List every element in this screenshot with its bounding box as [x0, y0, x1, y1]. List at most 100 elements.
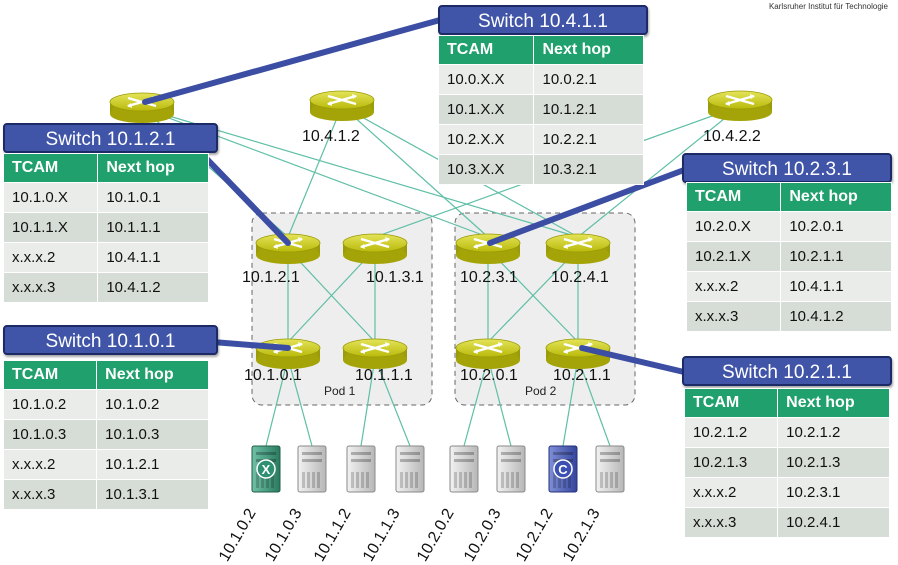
network-link [287, 248, 376, 343]
server-icon [449, 445, 479, 493]
router-icon [342, 233, 408, 264]
table-row: 10.2.1.X 10.2.1.1 [687, 242, 891, 271]
host-link [360, 357, 376, 447]
host-link [374, 357, 411, 447]
table-cell: x.x.x.2 [685, 478, 778, 507]
table-cell: 10.2.1.3 [685, 448, 778, 477]
switch-10-2-1-1-title: Switch 10.2.1.1 [682, 356, 892, 386]
table-cell: 10.2.2.1 [534, 125, 643, 154]
server-icon [395, 445, 425, 493]
table-cell: 10.1.0.2 [97, 390, 208, 419]
table-cell: 10.3.X.X [439, 155, 534, 184]
table-row: x.x.x.3 10.4.1.2 [687, 302, 891, 331]
host-badge-label: C [558, 462, 568, 477]
table-cell: 10.4.1.1 [98, 243, 208, 272]
switch-10-1-0-1-title: Switch 10.1.0.1 [3, 325, 218, 355]
router-label: 10.1.2.1 [242, 269, 300, 286]
table-cell: 10.1.0.3 [4, 420, 97, 449]
controller-badge-icon [553, 459, 573, 479]
table-header: TCAM [4, 154, 98, 182]
table-cell: 10.1.2.1 [534, 95, 643, 124]
table-cell: x.x.x.3 [4, 480, 97, 509]
table-row: x.x.x.3 10.2.4.1 [685, 508, 889, 537]
table-row: x.x.x.3 10.1.3.1 [4, 480, 208, 509]
table-cell: 10.2.3.1 [778, 478, 889, 507]
router-icon [545, 338, 611, 369]
table-header: Next hop [778, 389, 889, 417]
host-link [463, 357, 489, 447]
switch-10-4-1-1-title: Switch 10.4.1.1 [438, 5, 648, 35]
table-row: 10.2.X.X 10.2.2.1 [439, 125, 643, 154]
table-row: 10.2.1.2 10.2.1.2 [685, 418, 889, 447]
router-icon [455, 338, 521, 369]
callout-line [142, 17, 443, 105]
table-cell: x.x.x.3 [685, 508, 778, 537]
host-link [265, 357, 289, 447]
table-row: 10.1.X.X 10.1.2.1 [439, 95, 643, 124]
table-cell: x.x.x.2 [4, 450, 97, 479]
host-link [287, 357, 313, 447]
table-cell: 10.0.2.1 [534, 65, 643, 94]
table-header: TCAM [687, 183, 781, 211]
table-row: 10.1.0.2 10.1.0.2 [4, 390, 208, 419]
table-cell: 10.1.3.1 [97, 480, 208, 509]
table-header: Next hop [98, 154, 208, 182]
pod-2-label: Pod 2 [525, 384, 557, 398]
router-label: 10.4.2.2 [703, 128, 761, 145]
switch-10-2-3-1-table: TCAM Next hop 10.2.0.X 10.2.0.1 10.2.1.X 10… [686, 182, 892, 332]
table-cell: 10.2.1.X [687, 242, 781, 271]
table-cell: 10.4.1.2 [98, 273, 208, 302]
table-row: x.x.x.2 10.2.3.1 [685, 478, 889, 507]
switch-10-1-0-1-table: TCAM Next hop 10.1.0.2 10.1.0.2 10.1.0.3 10… [3, 360, 209, 510]
table-cell: 10.1.0.3 [97, 420, 208, 449]
router-label: 10.1.3.1 [366, 269, 424, 286]
server-icon [297, 445, 327, 493]
table-header: Next hop [534, 36, 643, 64]
table-row: 10.0.X.X 10.0.2.1 [439, 65, 643, 94]
router-icon [255, 338, 321, 369]
table-cell: 10.1.2.1 [97, 450, 208, 479]
host-badge-label: X [262, 462, 271, 477]
table-cell: x.x.x.2 [687, 272, 781, 301]
router-icon [255, 233, 321, 264]
table-cell: 10.2.X.X [439, 125, 534, 154]
table-row: 10.3.X.X 10.3.2.1 [439, 155, 643, 184]
table-cell: 10.3.2.1 [534, 155, 643, 184]
switch-10-1-2-1-table: TCAM Next hop 10.1.0.X 10.1.0.1 10.1.1.X 10… [3, 153, 209, 303]
callout-line [579, 345, 687, 375]
table-header: TCAM [4, 361, 97, 389]
table-cell: 10.1.0.X [4, 183, 98, 212]
router-icon [707, 90, 773, 121]
table-cell: 10.2.1.2 [685, 418, 778, 447]
table-row: 10.1.0.X 10.1.0.1 [4, 183, 208, 212]
institution-logo-text: Karlsruher Institut für Technologie [768, 2, 888, 11]
router-icon [545, 233, 611, 264]
table-cell: 10.1.X.X [439, 95, 534, 124]
router-label: 10.2.1.1 [553, 367, 611, 384]
table-cell: 10.4.1.1 [781, 272, 891, 301]
router-label: 10.2.4.1 [551, 269, 609, 286]
table-row: x.x.x.2 10.1.2.1 [4, 450, 208, 479]
callout-line [487, 167, 687, 246]
network-link [577, 105, 741, 238]
table-cell: 10.2.0.1 [781, 212, 891, 241]
table-cell: 10.2.1.1 [781, 242, 891, 271]
table-cell: 10.2.1.2 [778, 418, 889, 447]
table-row: x.x.x.3 10.4.1.2 [4, 273, 208, 302]
server-icon [346, 445, 376, 493]
routers-layer [109, 90, 773, 369]
host-link [577, 357, 611, 447]
network-link [341, 105, 489, 238]
table-cell: 10.1.1.1 [98, 213, 208, 242]
router-label: 10.2.3.1 [460, 269, 518, 286]
table-cell: x.x.x.3 [687, 302, 781, 331]
switch-10-1-2-1-title: Switch 10.1.2.1 [3, 123, 218, 153]
table-row: 10.1.1.X 10.1.1.1 [4, 213, 208, 242]
infected-badge-icon [256, 459, 276, 479]
table-cell: 10.1.0.2 [4, 390, 97, 419]
host-link [562, 357, 579, 447]
router-label: 10.4.1.2 [302, 128, 360, 145]
router-icon [109, 92, 175, 123]
router-label: 10.1.0.1 [244, 367, 302, 384]
